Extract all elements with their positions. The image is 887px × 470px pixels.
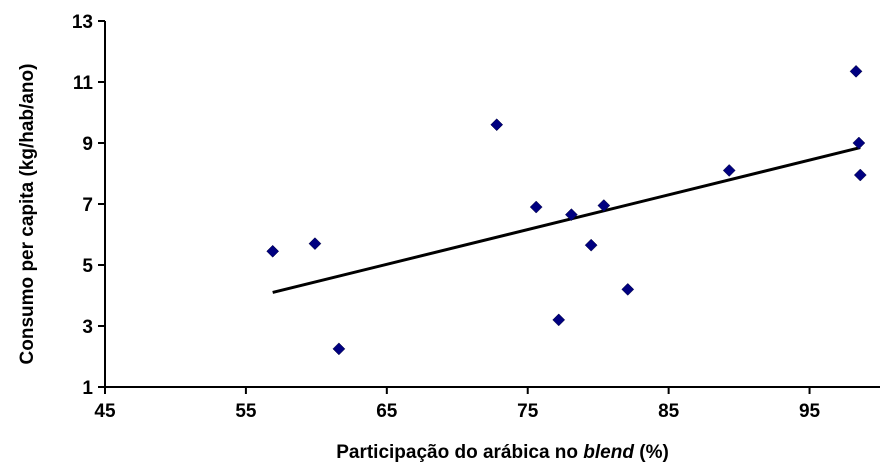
y-tick-label: 7: [82, 195, 93, 216]
y-tick-label: 3: [82, 317, 93, 338]
axes: [98, 20, 880, 394]
y-axis-title-group: Consumo per capita (kg/hab/ano): [17, 64, 38, 365]
y-tick-label: 1: [82, 378, 93, 399]
data-point: [552, 313, 566, 327]
data-points: [266, 64, 867, 356]
data-point: [529, 200, 543, 214]
data-point: [332, 342, 346, 356]
trendline: [272, 146, 861, 294]
data-point: [852, 136, 866, 150]
x-axis-title-part: Participação do arábica no: [336, 442, 583, 463]
y-tick-label: 9: [82, 134, 93, 155]
x-tick-label: 75: [517, 401, 539, 422]
x-axis-title: Participação do arábica no blend (%): [336, 442, 669, 463]
data-point: [308, 237, 322, 251]
data-point: [597, 199, 611, 212]
x-tick-label: 55: [235, 401, 257, 422]
data-point: [853, 168, 867, 182]
data-point: [565, 208, 578, 222]
y-axis-title: Consumo per capita (kg/hab/ano): [17, 64, 38, 365]
x-tick-label: 45: [94, 401, 116, 422]
data-point: [722, 164, 736, 177]
x-tick-label: 95: [799, 401, 821, 422]
x-tick-label: 85: [658, 401, 680, 422]
y-tick-label: 13: [72, 12, 93, 33]
y-tick-label: 11: [73, 73, 94, 94]
data-point: [266, 244, 280, 258]
x-tick-label: 65: [376, 401, 398, 422]
x-axis-title-part: (%): [634, 442, 669, 463]
data-point: [621, 283, 635, 296]
x-axis-title-part: blend: [583, 442, 634, 463]
data-point: [490, 118, 504, 132]
data-point: [849, 64, 863, 78]
y-tick-label: 5: [82, 256, 93, 277]
data-point: [584, 238, 598, 252]
trendline-group: [272, 146, 861, 294]
